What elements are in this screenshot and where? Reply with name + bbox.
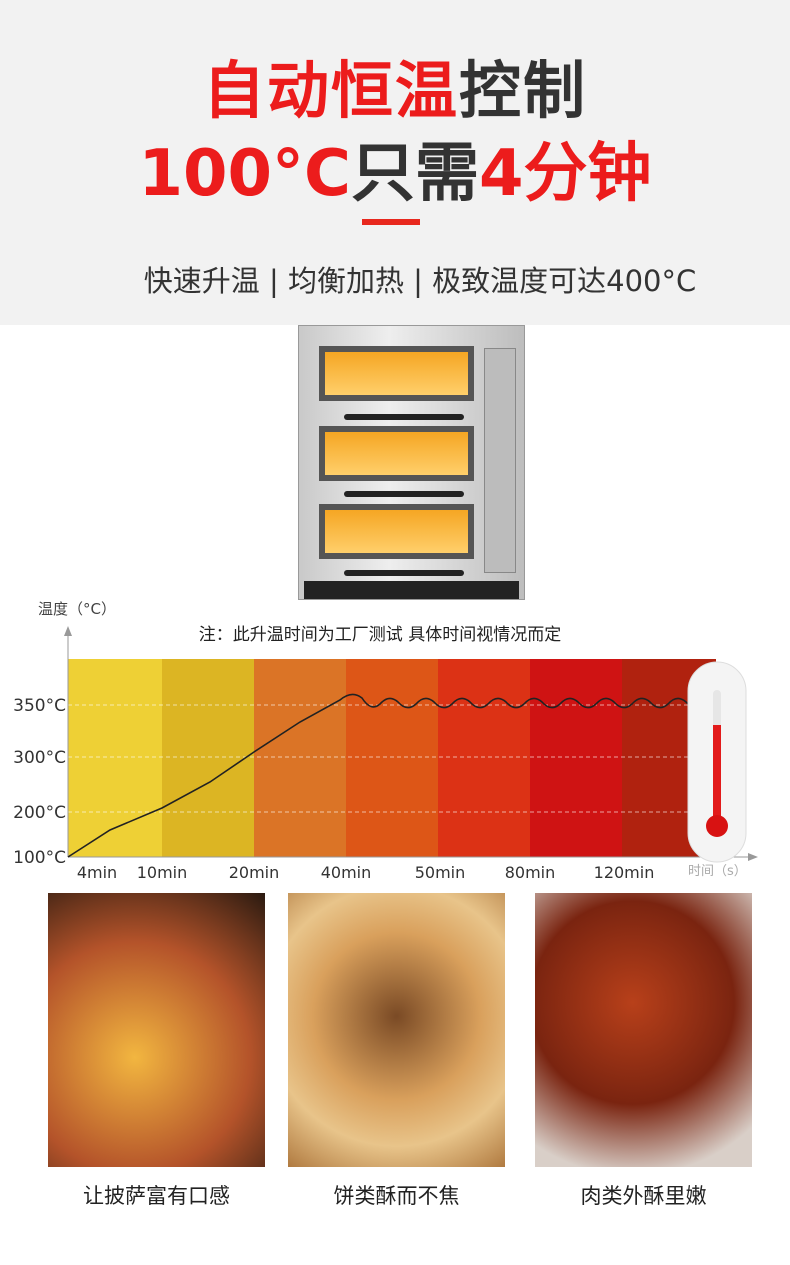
subtitle: 快速升温 | 均衡加热 | 极致温度可达400°C [143, 264, 697, 298]
x-tick-label: 10min [137, 863, 188, 882]
oven-deck [319, 426, 474, 481]
oven-base [304, 581, 519, 599]
chart-band [438, 659, 530, 857]
x-tick-label: 120min [594, 863, 655, 882]
x-tick-label: 4min [77, 863, 117, 882]
title-line1: 自动恒温控制 [202, 54, 588, 127]
pizza-photo [48, 893, 265, 1167]
x-tick-label: 80min [505, 863, 556, 882]
oven-deck [319, 346, 474, 401]
y-tick-label: 350°C [13, 696, 66, 716]
chart-band [68, 659, 162, 857]
x-tick-label: 20min [229, 863, 280, 882]
temperature-chart: 温度（°C） 注：此升温时间为工厂测试 具体时间视情况而定 时间（s） 4min… [13, 600, 758, 882]
y-tick-label: 200°C [13, 803, 66, 823]
divider [362, 219, 420, 225]
x-axis-label: 时间（s） [688, 864, 747, 879]
y-axis-arrow-icon [64, 626, 72, 636]
chart-note: 注：此升温时间为工厂测试 具体时间视情况而定 [199, 625, 561, 645]
chart-band [530, 659, 622, 857]
oven-handle [344, 570, 464, 576]
x-tick-label: 40min [321, 863, 372, 882]
chicken-wings-photo [535, 893, 752, 1167]
oven-handle [344, 491, 464, 497]
chart-band [162, 659, 254, 857]
food-caption: 肉类外酥里嫩 [580, 1184, 707, 1208]
food-caption: 饼类酥而不焦 [333, 1184, 460, 1208]
title-line2: 100°C只需4分钟 [138, 137, 652, 211]
x-axis-arrow-icon [748, 853, 758, 861]
header: 自动恒温控制 100°C只需4分钟 快速升温 | 均衡加热 | 极致温度可达40… [0, 0, 790, 325]
y-tick-label: 100°C [13, 848, 66, 868]
chart-band [346, 659, 438, 857]
y-axis-label: 温度（°C） [38, 600, 116, 618]
oven-deck [319, 504, 474, 559]
thermometer-icon [687, 661, 747, 863]
temperature-curve [67, 693, 723, 858]
oven-image [298, 325, 525, 600]
oven-handle [344, 414, 464, 420]
chart-band [254, 659, 346, 857]
food-caption: 让披萨富有口感 [83, 1184, 230, 1208]
pastry-photo [288, 893, 505, 1167]
x-tick-label: 50min [415, 863, 466, 882]
y-tick-label: 300°C [13, 748, 66, 768]
control-panel [484, 348, 516, 573]
